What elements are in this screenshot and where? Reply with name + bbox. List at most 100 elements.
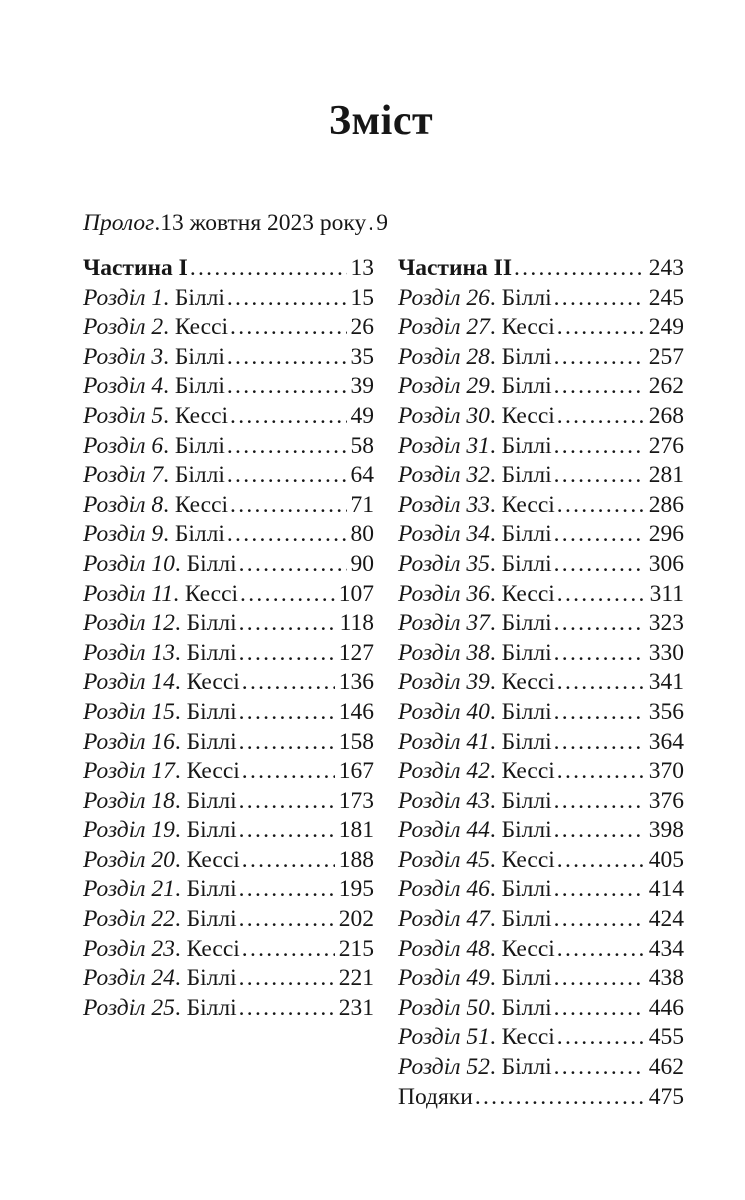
toc-column-right: Частина II243Розділ 26. Біллі245Розділ 2… <box>398 254 684 1112</box>
chapter-number: Розділ 40 <box>398 698 490 725</box>
toc-entry: Розділ 36. Кессі 311 <box>398 580 684 610</box>
page-number: 276 <box>648 432 684 459</box>
chapter-number: Розділ 20 <box>83 846 175 873</box>
chapter-number: Розділ 28 <box>398 343 490 370</box>
toc-entry: Розділ 23. Кессі 215 <box>83 935 374 965</box>
page-number: 268 <box>648 402 684 429</box>
dot-leader <box>237 698 335 728</box>
chapter-name: . Біллі <box>174 876 237 903</box>
chapter-number: Розділ 21 <box>83 876 175 903</box>
chapter-name: . Кессі <box>489 935 555 962</box>
chapter-number: Розділ 47 <box>398 906 490 933</box>
chapter-number: Розділ 17 <box>83 758 175 785</box>
chapter-name: . Біллі <box>489 728 552 755</box>
page-number: 446 <box>648 994 684 1021</box>
dot-leader <box>555 846 645 876</box>
dot-leader <box>225 343 347 373</box>
chapter-number: Розділ 27 <box>398 314 490 341</box>
toc-entry: Розділ 33. Кессі 286 <box>398 491 684 521</box>
chapter-name: . Кессі <box>173 580 239 607</box>
toc-entry-label: Розділ 2. Кессі <box>83 313 228 343</box>
toc-entry-label: Розділ 24. Біллі <box>83 964 237 994</box>
dot-leader <box>552 728 645 758</box>
page-number: 107 <box>338 580 374 607</box>
page-number: 455 <box>648 1024 684 1051</box>
dot-leader <box>552 875 645 905</box>
page-number: 35 <box>350 343 375 370</box>
page-number: 118 <box>339 610 374 637</box>
dot-leader <box>240 668 335 698</box>
chapter-name: . Біллі <box>489 817 552 844</box>
chapter-name: . Біллі <box>489 965 552 992</box>
chapter-number: Розділ 12 <box>83 610 175 637</box>
chapter-name: . Біллі <box>163 521 225 548</box>
dot-leader <box>237 639 335 669</box>
toc-entry-label: Розділ 30. Кессі <box>398 402 555 432</box>
toc-entry: Розділ 43. Біллі 376 <box>398 787 684 817</box>
page-number: 330 <box>648 639 684 666</box>
toc-entry: Розділ 46. Біллі 414 <box>398 875 684 905</box>
chapter-name: . Біллі <box>489 284 552 311</box>
chapter-name: . Кессі <box>174 935 240 962</box>
dot-leader <box>237 728 335 758</box>
page-number: 188 <box>338 846 374 873</box>
chapter-number: Розділ 29 <box>398 373 490 400</box>
chapter-name: . Кессі <box>489 846 555 873</box>
dot-leader <box>552 550 645 580</box>
dot-leader <box>237 550 347 580</box>
page-number: 90 <box>350 550 375 577</box>
toc-entry: Розділ 44. Біллі 398 <box>398 816 684 846</box>
chapter-number: Розділ 18 <box>83 787 175 814</box>
dot-leader <box>473 1083 645 1113</box>
chapter-name: . Біллі <box>174 550 237 577</box>
chapter-number: Розділ 36 <box>398 580 490 607</box>
toc-entry: Розділ 40. Біллі 356 <box>398 698 684 728</box>
toc-entry: Розділ 30. Кессі 268 <box>398 402 684 432</box>
toc-entry-label: Розділ 47. Біллі <box>398 905 552 935</box>
toc-entry: Розділ 39. Кессі 341 <box>398 668 684 698</box>
toc-entry: Розділ 31. Біллі 276 <box>398 432 684 462</box>
toc-entry: Розділ 28. Біллі 257 <box>398 343 684 373</box>
page-number: 58 <box>350 432 375 459</box>
toc-entry: Розділ 10. Біллі 90 <box>83 550 374 580</box>
chapter-number: Розділ 51 <box>398 1024 490 1051</box>
toc-entry-label: Розділ 45. Кессі <box>398 846 555 876</box>
chapter-name: . Біллі <box>163 432 225 459</box>
chapter-name: . Кессі <box>174 758 240 785</box>
chapter-name: . Біллі <box>174 787 237 814</box>
toc-entry: Розділ 20. Кессі 188 <box>83 846 374 876</box>
chapter-number: Розділ 44 <box>398 817 490 844</box>
chapter-name: . Біллі <box>174 639 237 666</box>
chapter-name: . Біллі <box>174 610 237 637</box>
chapter-number: Розділ 25 <box>83 994 175 1021</box>
chapter-name: . Біллі <box>489 373 552 400</box>
toc-entry: Розділ 25. Біллі 231 <box>83 994 374 1024</box>
toc-entry: Розділ 51. Кессі 455 <box>398 1023 684 1053</box>
dot-leader <box>228 313 346 343</box>
chapter-number: Розділ 42 <box>398 758 490 785</box>
toc-entry-label: Розділ 10. Біллі <box>83 550 237 580</box>
toc-entry-label: Розділ 20. Кессі <box>83 846 240 876</box>
toc-entry: Розділ 41. Біллі 364 <box>398 728 684 758</box>
page-number: 64 <box>350 462 375 489</box>
chapter-name: . Біллі <box>489 610 552 637</box>
toc-entry: Розділ 5. Кессі 49 <box>83 402 374 432</box>
chapter-name: . Біллі <box>163 373 225 400</box>
dot-leader <box>555 1023 645 1053</box>
page-number: 71 <box>350 491 375 518</box>
prolog-date: .13 жовтня 2023 року <box>154 210 367 236</box>
chapter-name: . Біллі <box>489 1054 552 1081</box>
page-number: 181 <box>338 817 374 844</box>
toc-entry: Розділ 24. Біллі 221 <box>83 964 374 994</box>
dot-leader <box>555 668 645 698</box>
chapter-name: . Біллі <box>489 906 552 933</box>
dot-leader <box>552 994 645 1024</box>
page-number: 364 <box>648 728 684 755</box>
page-number: 39 <box>350 373 375 400</box>
page-number: 249 <box>648 314 684 341</box>
chapter-number: Розділ 52 <box>398 1054 490 1081</box>
dot-leader <box>552 520 645 550</box>
toc-entry-label: Розділ 51. Кессі <box>398 1023 555 1053</box>
dot-leader <box>225 284 347 314</box>
toc-entry: Розділ 38. Біллі 330 <box>398 639 684 669</box>
